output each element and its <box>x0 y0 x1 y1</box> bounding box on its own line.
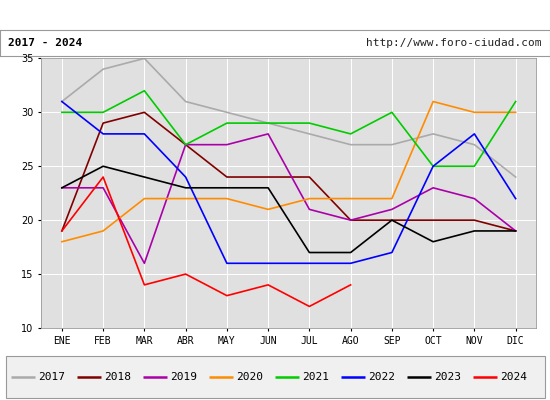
Text: 2023: 2023 <box>434 372 461 382</box>
Text: Evolucion del paro registrado en Villazala: Evolucion del paro registrado en Villaza… <box>84 7 466 23</box>
Text: 2017: 2017 <box>38 372 65 382</box>
Text: 2024: 2024 <box>500 372 527 382</box>
Text: 2019: 2019 <box>170 372 197 382</box>
Text: 2020: 2020 <box>236 372 263 382</box>
Text: 2021: 2021 <box>302 372 329 382</box>
Text: 2022: 2022 <box>368 372 395 382</box>
Text: 2018: 2018 <box>104 372 131 382</box>
Text: http://www.foro-ciudad.com: http://www.foro-ciudad.com <box>366 38 542 48</box>
Text: 2017 - 2024: 2017 - 2024 <box>8 38 82 48</box>
